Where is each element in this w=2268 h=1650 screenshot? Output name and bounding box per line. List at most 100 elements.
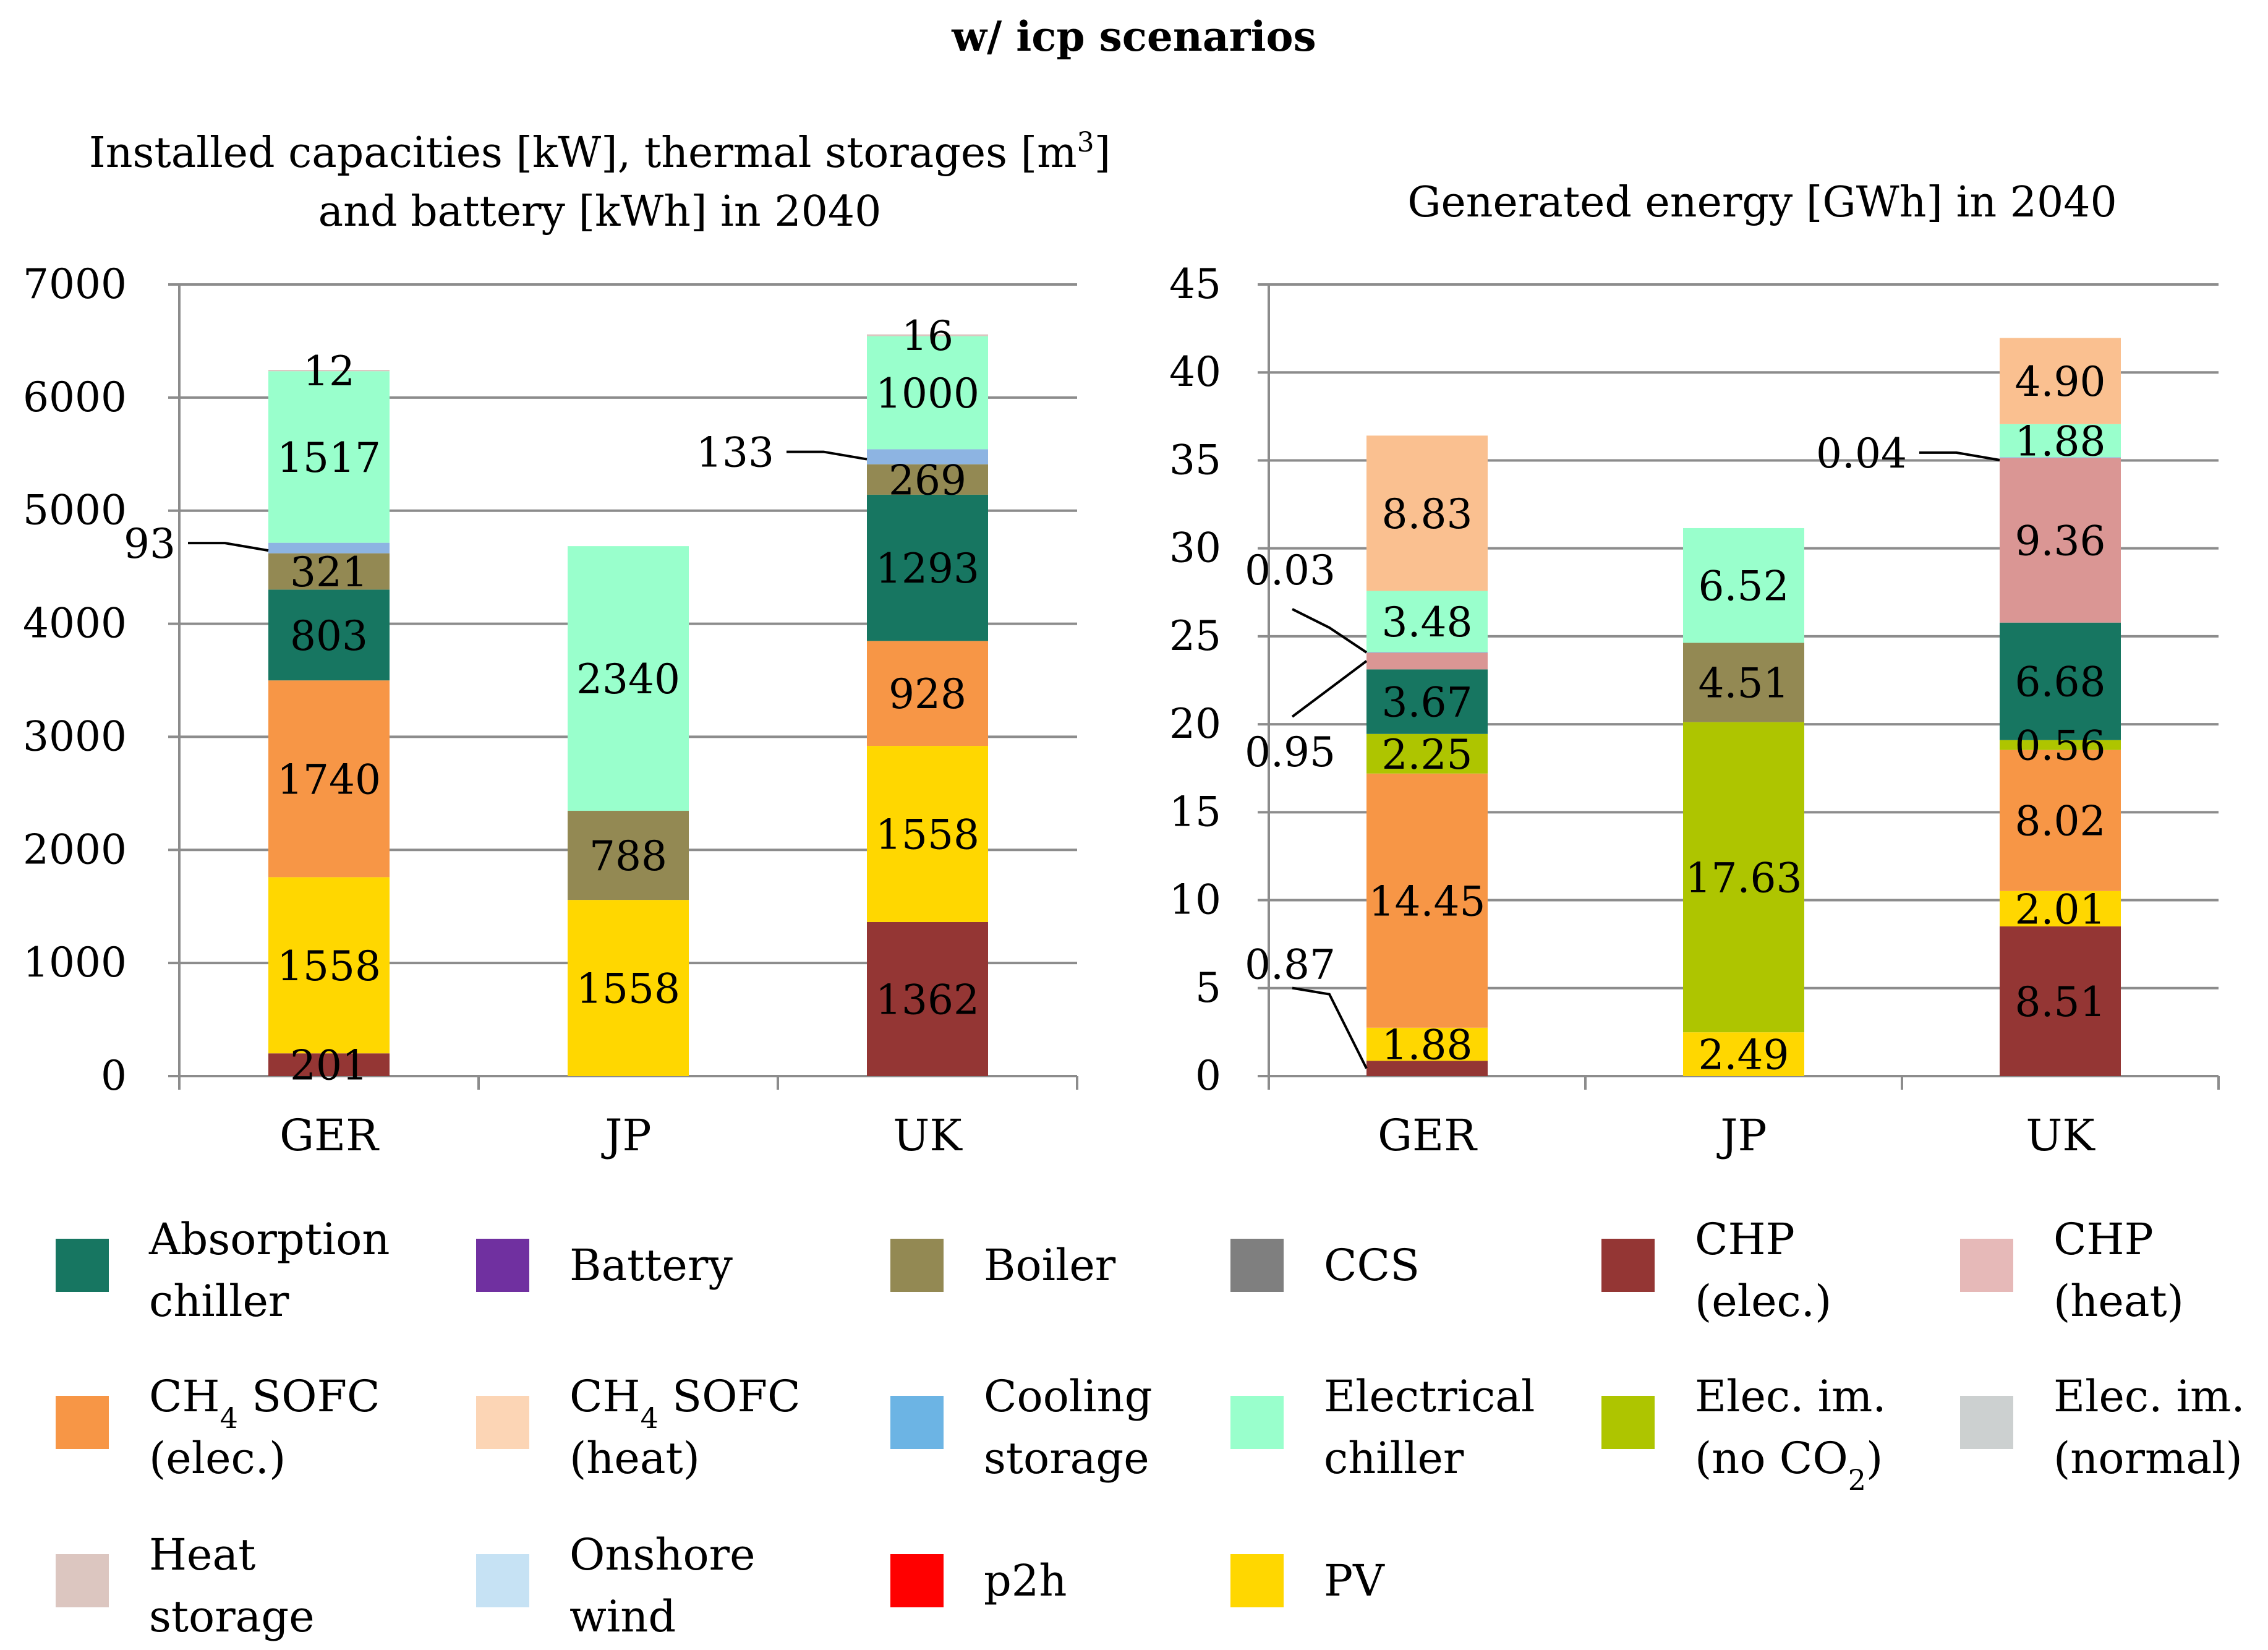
- data-label: 1558: [876, 811, 979, 859]
- bar-segment: [268, 553, 390, 590]
- data-label: 1740: [277, 756, 381, 803]
- data-label: 0.56: [2015, 722, 2106, 770]
- legend-swatch: [56, 1396, 109, 1449]
- legend-label: (heat): [2053, 1276, 2184, 1327]
- y-tick-label: 20: [1169, 700, 1221, 748]
- bar-segment: [1366, 435, 1488, 591]
- bar-segment: [867, 464, 988, 495]
- y-tick-label: 7000: [23, 260, 127, 308]
- legend-label: Electrical: [1324, 1371, 1535, 1422]
- leader-line: [1919, 451, 2000, 461]
- y-tick-label: 6000: [23, 374, 127, 421]
- legend-swatch: [1230, 1396, 1284, 1449]
- y-tick-label: 3000: [23, 712, 127, 760]
- bar-segment: [568, 811, 689, 900]
- data-label: 8.51: [2015, 978, 2106, 1026]
- bar-segment: [2000, 458, 2121, 623]
- y-tick-label: 15: [1169, 788, 1221, 836]
- data-label: 0.04: [1816, 430, 1907, 477]
- y-tick-label: 45: [1169, 260, 1221, 308]
- data-label: 6.68: [2015, 659, 2106, 706]
- data-label: 17.63: [1686, 854, 1802, 902]
- legend: Absorption chiller Battery Boiler CCS CHP (ele…: [56, 1214, 2245, 1642]
- bar-segment: [1683, 722, 1804, 1033]
- legend-swatch: [1601, 1239, 1655, 1292]
- bar-segment: [568, 900, 689, 1076]
- left-chart: Installed capacities [kW], thermal stora…: [23, 127, 1111, 1161]
- legend-swatch: [476, 1554, 529, 1607]
- leader-line: [1292, 608, 1368, 654]
- bar-segment: [2000, 740, 2121, 750]
- bar-segment: [1366, 773, 1488, 1028]
- legend-label: PV: [1324, 1555, 1385, 1606]
- y-tick-label: 4000: [23, 600, 127, 648]
- bar-segment: [867, 921, 988, 1076]
- data-label: 2.49: [1699, 1032, 1789, 1079]
- data-label: 4.51: [1699, 660, 1789, 707]
- chart-title: Generated energy [GWh] in 2040: [1407, 178, 2117, 227]
- legend-label: Onshore: [569, 1529, 756, 1580]
- legend-swatch: [890, 1554, 944, 1607]
- bar-segment: [268, 542, 390, 554]
- bar-segment: [1366, 1027, 1488, 1061]
- legend-label: (elec.): [149, 1433, 286, 1484]
- bar-segment: [268, 877, 390, 1054]
- legend-label: storage: [149, 1591, 315, 1642]
- bar-segment: [1366, 591, 1488, 652]
- bar-segment: [2000, 457, 2121, 458]
- legend-swatch: [890, 1396, 944, 1449]
- legend-label: Absorption: [148, 1214, 390, 1265]
- leader-line: [787, 450, 868, 461]
- legend-swatch: [56, 1239, 109, 1292]
- data-label: 0.03: [1245, 547, 1336, 594]
- bar-segment: [867, 336, 988, 450]
- data-label: 93: [124, 520, 176, 568]
- data-label: 201: [290, 1042, 368, 1090]
- legend-swatch: [1601, 1396, 1655, 1449]
- data-label: 1000: [876, 370, 979, 417]
- bar-segment: [867, 334, 988, 336]
- x-tick-label: JP: [601, 1110, 651, 1161]
- data-label: 1558: [576, 965, 680, 1013]
- chart-title-line2: and battery [kWh] in 2040: [318, 187, 882, 236]
- legend-label: CH4 SOFC: [569, 1371, 801, 1435]
- legend-label: CHP: [1695, 1214, 1795, 1265]
- y-tick-label: 2000: [23, 826, 127, 873]
- data-label: 12: [303, 348, 355, 395]
- data-label: 6.52: [1699, 563, 1789, 610]
- legend-label: chiller: [149, 1276, 289, 1327]
- bar-segment: [867, 641, 988, 746]
- bar-segment: [2000, 622, 2121, 740]
- y-tick-label: 5000: [23, 487, 127, 534]
- bar-segment: [2000, 891, 2121, 926]
- leader-line: [188, 542, 269, 552]
- x-tick-label: GER: [1378, 1110, 1478, 1161]
- data-label: 1517: [277, 434, 381, 482]
- data-label: 2340: [576, 656, 680, 703]
- legend-swatch: [890, 1239, 944, 1292]
- x-tick-label: GER: [279, 1110, 380, 1161]
- data-label: 8.02: [2015, 798, 2106, 845]
- legend-swatch: [1960, 1239, 2013, 1292]
- data-label: 8.83: [1382, 490, 1473, 538]
- data-label: 16: [902, 312, 953, 360]
- bar-segment: [1366, 652, 1488, 670]
- data-label: 0.95: [1245, 729, 1336, 776]
- legend-label: Boiler: [984, 1240, 1116, 1291]
- data-label: 788: [589, 832, 667, 880]
- data-label: 1558: [277, 943, 381, 990]
- bar-segment: [1683, 1032, 1804, 1076]
- bar-segment: [1683, 643, 1804, 722]
- data-label: 4.90: [2015, 358, 2106, 406]
- bar-segment: [268, 1053, 390, 1076]
- data-label: 3.48: [1382, 599, 1473, 646]
- legend-label: Battery: [569, 1240, 733, 1291]
- bar-segment: [2000, 338, 2121, 424]
- bar-segment: [268, 370, 390, 372]
- legend-swatch: [56, 1554, 109, 1607]
- legend-label: wind: [569, 1591, 676, 1642]
- bar-segment: [1366, 1061, 1488, 1076]
- leader-line: [1291, 660, 1368, 718]
- legend-label: Cooling: [984, 1371, 1153, 1422]
- leader-line: [1292, 986, 1368, 1069]
